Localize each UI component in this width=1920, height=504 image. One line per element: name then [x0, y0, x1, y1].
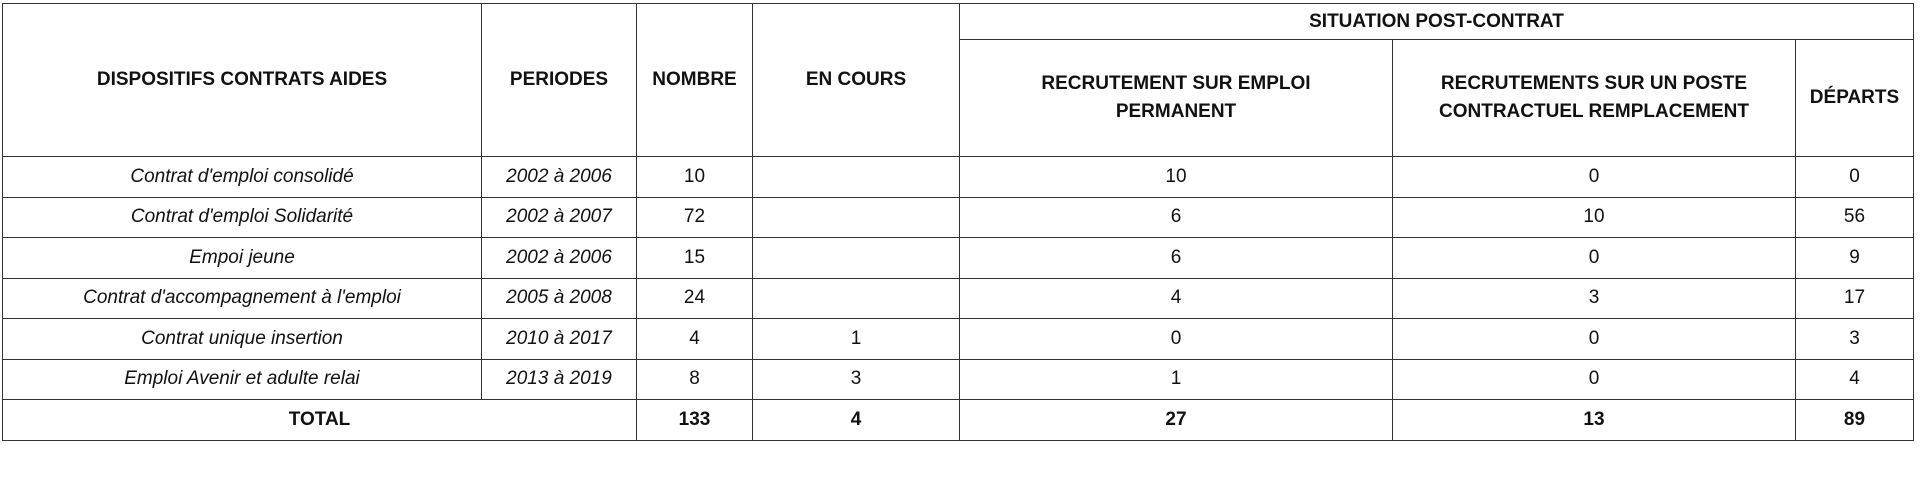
cell-periode: 2005 à 2008 — [481, 277, 637, 319]
total-departs: 89 — [1795, 399, 1914, 441]
cell-periode: 2013 à 2019 — [481, 358, 637, 400]
table-row: Emploi Avenir et adulte relai 2013 à 2019… — [2, 358, 1914, 400]
total-row: TOTAL 133 4 27 13 89 — [2, 399, 1914, 441]
table-row: Contrat d'emploi consolidé 2002 à 2006 10 1… — [2, 156, 1914, 198]
header-en-cours: EN COURS — [752, 3, 960, 157]
cell-periode: 2002 à 2006 — [481, 237, 637, 279]
cell-permanent: 6 — [959, 237, 1393, 279]
cell-dispositif: Contrat d'accompagnement à l'emploi — [2, 277, 482, 319]
table-row: Contrat d'emploi Solidarité 2002 à 2007 72… — [2, 196, 1914, 238]
cell-contractuel: 0 — [1392, 318, 1796, 360]
cell-contractuel: 0 — [1392, 237, 1796, 279]
cell-dispositif: Contrat d'emploi Solidarité — [2, 196, 482, 238]
cell-departs: 4 — [1795, 358, 1914, 400]
header-nombre: NOMBRE — [636, 3, 753, 157]
cell-en-cours — [752, 156, 960, 198]
cell-nombre: 72 — [636, 196, 753, 238]
contrats-aides-table: DISPOSITIFS CONTRATS AIDES PERIODES NOMB… — [2, 3, 1914, 441]
table-row: Contrat d'accompagnement à l'emploi 2005 … — [2, 277, 1914, 319]
cell-periode: 2010 à 2017 — [481, 318, 637, 360]
cell-dispositif: Contrat unique insertion — [2, 318, 482, 360]
cell-departs: 56 — [1795, 196, 1914, 238]
cell-contractuel: 0 — [1392, 358, 1796, 400]
cell-en-cours — [752, 196, 960, 238]
total-nombre: 133 — [636, 399, 753, 441]
cell-departs: 0 — [1795, 156, 1914, 198]
cell-en-cours: 3 — [752, 358, 960, 400]
header-periodes: PERIODES — [481, 3, 637, 157]
cell-nombre: 4 — [636, 318, 753, 360]
cell-dispositif: Empoi jeune — [2, 237, 482, 279]
cell-permanent: 10 — [959, 156, 1393, 198]
cell-dispositif: Contrat d'emploi consolidé — [2, 156, 482, 198]
header-permanent: RECRUTEMENT SUR EMPLOI PERMANENT — [959, 39, 1393, 157]
cell-departs: 17 — [1795, 277, 1914, 319]
cell-contractuel: 10 — [1392, 196, 1796, 238]
header-contractuel: RECRUTEMENTS SUR UN POSTE CONTRACTUEL RE… — [1392, 39, 1796, 157]
cell-nombre: 24 — [636, 277, 753, 319]
header-dispositifs: DISPOSITIFS CONTRATS AIDES — [2, 3, 482, 157]
cell-dispositif: Emploi Avenir et adulte relai — [2, 358, 482, 400]
cell-contractuel: 0 — [1392, 156, 1796, 198]
cell-permanent: 6 — [959, 196, 1393, 238]
cell-contractuel: 3 — [1392, 277, 1796, 319]
cell-departs: 3 — [1795, 318, 1914, 360]
cell-permanent: 1 — [959, 358, 1393, 400]
table-row: Contrat unique insertion 2010 à 2017 4 1 0 0 3 — [2, 318, 1914, 360]
total-contractuel: 13 — [1392, 399, 1796, 441]
header-departs: DÉPARTS — [1795, 39, 1914, 157]
total-label: TOTAL — [2, 399, 637, 441]
cell-permanent: 0 — [959, 318, 1393, 360]
cell-nombre: 15 — [636, 237, 753, 279]
cell-permanent: 4 — [959, 277, 1393, 319]
cell-departs: 9 — [1795, 237, 1914, 279]
cell-en-cours — [752, 277, 960, 319]
total-permanent: 27 — [959, 399, 1393, 441]
cell-nombre: 8 — [636, 358, 753, 400]
cell-periode: 2002 à 2006 — [481, 156, 637, 198]
cell-en-cours: 1 — [752, 318, 960, 360]
table-row: Empoi jeune 2002 à 2006 15 6 0 9 — [2, 237, 1914, 279]
cell-periode: 2002 à 2007 — [481, 196, 637, 238]
header-situation: SITUATION POST-CONTRAT — [959, 3, 1914, 40]
cell-en-cours — [752, 237, 960, 279]
total-en-cours: 4 — [752, 399, 960, 441]
cell-nombre: 10 — [636, 156, 753, 198]
